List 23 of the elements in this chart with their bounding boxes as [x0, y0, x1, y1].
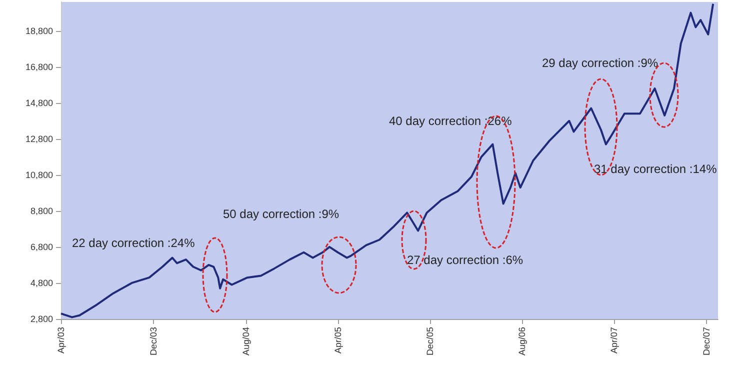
- y-tick-label: 16,800: [25, 62, 53, 72]
- annotation: 27 day correction :6%: [407, 253, 524, 267]
- line-series: [60, 2, 714, 318]
- y-tick-label: 18,800: [25, 26, 53, 36]
- y-tick-label: 10,800: [25, 170, 53, 180]
- x-tick-label: Dec/03: [148, 327, 158, 356]
- annotation: 22 day correction :24%: [72, 236, 196, 250]
- x-tick-label: Aug/06: [517, 327, 528, 356]
- x-tick-label: Dec/05: [425, 327, 436, 356]
- x-tick-label: Apr/03: [56, 327, 66, 354]
- x-tick-label: Apr/05: [332, 327, 343, 354]
- annotation: 50 day correction :9%: [223, 207, 340, 221]
- x-tick-label: Aug/04: [240, 327, 251, 356]
- x-tick-label: Apr/07: [609, 327, 620, 354]
- y-tick-label: 2,800: [30, 314, 53, 324]
- y-tick-label: 8,800: [30, 206, 53, 216]
- annotation: 31 day correction :14%: [594, 162, 718, 176]
- y-tick-label: 4,800: [30, 278, 53, 288]
- y-tick-label: 12,800: [25, 134, 53, 144]
- annotation: 29 day correction :9%: [542, 56, 658, 70]
- y-tick-label: 6,800: [30, 242, 53, 252]
- x-tick-label: Dec/07: [702, 327, 712, 356]
- y-tick-label: 14,800: [25, 98, 53, 108]
